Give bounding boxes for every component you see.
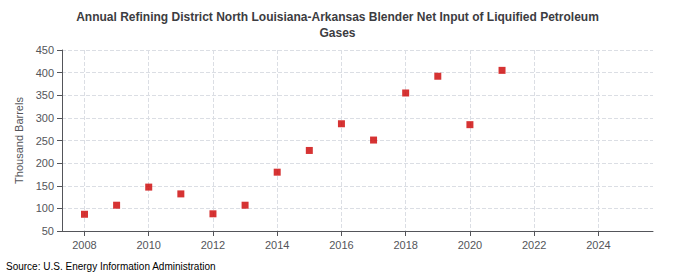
svg-text:400: 400	[36, 67, 54, 79]
svg-text:350: 350	[36, 89, 54, 101]
svg-text:2016: 2016	[329, 239, 353, 251]
svg-text:Source: U.S. Energy Informatio: Source: U.S. Energy Information Administ…	[6, 261, 216, 272]
svg-text:450: 450	[36, 44, 54, 56]
svg-text:Annual Refining District North: Annual Refining District North Louisiana…	[76, 10, 599, 24]
svg-text:Thousand Barrels: Thousand Barrels	[13, 97, 25, 184]
svg-text:2022: 2022	[522, 239, 546, 251]
svg-text:2008: 2008	[72, 239, 96, 251]
svg-text:150: 150	[36, 180, 54, 192]
svg-text:200: 200	[36, 157, 54, 169]
svg-text:2014: 2014	[265, 239, 289, 251]
svg-text:100: 100	[36, 202, 54, 214]
svg-text:Gases: Gases	[319, 26, 355, 40]
svg-text:250: 250	[36, 135, 54, 147]
svg-text:300: 300	[36, 112, 54, 124]
svg-text:2024: 2024	[586, 239, 610, 251]
svg-text:50: 50	[42, 225, 54, 237]
svg-text:2010: 2010	[136, 239, 160, 251]
svg-text:2018: 2018	[393, 239, 417, 251]
svg-text:2020: 2020	[458, 239, 482, 251]
svg-text:2012: 2012	[201, 239, 225, 251]
